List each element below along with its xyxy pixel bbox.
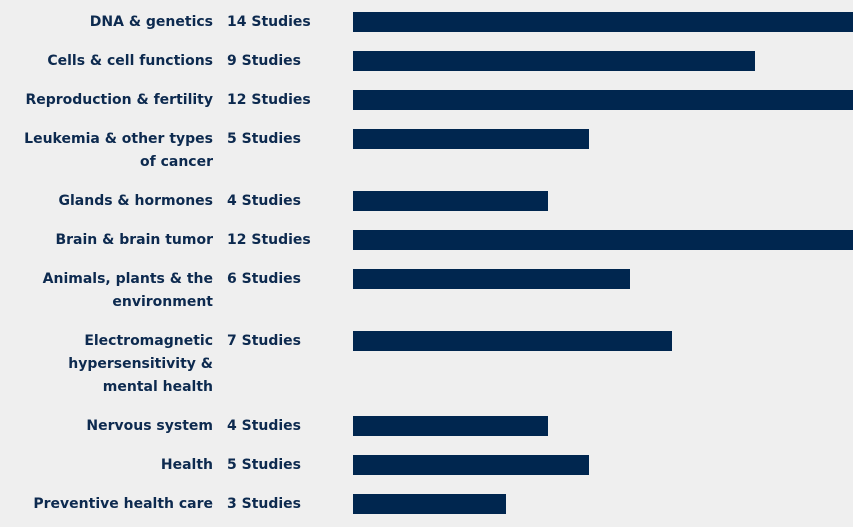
bar — [353, 12, 853, 32]
category-label: Health — [160, 457, 213, 473]
bar-row: Preventive health care 3 Studies — [0, 493, 853, 527]
bar-track — [353, 230, 853, 250]
category-label: Leukemia & other types of cancer — [24, 131, 213, 170]
value-label: 4 Studies — [227, 418, 302, 434]
value-label: 14 Studies — [227, 14, 311, 30]
category-label: Cells & cell functions — [47, 53, 213, 69]
value-label: 6 Studies — [227, 271, 302, 287]
bar-track — [353, 269, 853, 289]
bar-track — [353, 51, 853, 71]
bar-row: DNA & genetics 14 Studies — [0, 11, 853, 50]
bar-track — [353, 12, 853, 32]
value-label: 5 Studies — [227, 131, 302, 147]
bar — [353, 331, 672, 351]
bar-row: Reproduction & fertility 12 Studies — [0, 89, 853, 128]
bar — [353, 269, 631, 289]
category-label: Electromagnetic hypersensitivity & menta… — [68, 333, 213, 395]
bar-track — [353, 331, 853, 351]
bar-row: Animals, plants & the environment 6 Studi… — [0, 268, 853, 330]
bar — [353, 129, 589, 149]
bar-track — [353, 129, 853, 149]
value-label: 4 Studies — [227, 193, 302, 209]
bar-track — [353, 191, 853, 211]
bar-row: Cells & cell functions 9 Studies — [0, 50, 853, 89]
value-label: 7 Studies — [227, 333, 302, 349]
bar-track — [353, 416, 853, 436]
bar-row: Glands & hormones 4 Studies — [0, 190, 853, 229]
bar-track — [353, 90, 853, 110]
bar-row: Electromagnetic hypersensitivity & menta… — [0, 330, 853, 415]
category-label: DNA & genetics — [89, 14, 213, 30]
value-label: 9 Studies — [227, 53, 302, 69]
value-label: 3 Studies — [227, 496, 302, 512]
bar — [353, 455, 589, 475]
bar — [353, 51, 755, 71]
category-label: Nervous system — [86, 418, 213, 434]
bar — [353, 191, 548, 211]
bar-row: Brain & brain tumor 12 Studies — [0, 229, 853, 268]
value-label: 5 Studies — [227, 457, 302, 473]
bar-track — [353, 494, 853, 514]
bar-row: Health 5 Studies — [0, 454, 853, 493]
value-label: 12 Studies — [227, 232, 311, 248]
bar — [353, 494, 507, 514]
bar-row: Nervous system 4 Studies — [0, 415, 853, 454]
category-label: Glands & hormones — [58, 193, 213, 209]
bar-track — [353, 455, 853, 475]
bar — [353, 230, 853, 250]
category-label: Preventive health care — [33, 496, 213, 512]
bar — [353, 416, 548, 436]
bar-row: Leukemia & other types of cancer 5 Studie… — [0, 128, 853, 190]
category-label: Reproduction & fertility — [25, 92, 213, 108]
category-label: Brain & brain tumor — [55, 232, 213, 248]
value-label: 12 Studies — [227, 92, 311, 108]
category-label: Animals, plants & the environment — [42, 271, 213, 310]
bar — [353, 90, 853, 110]
